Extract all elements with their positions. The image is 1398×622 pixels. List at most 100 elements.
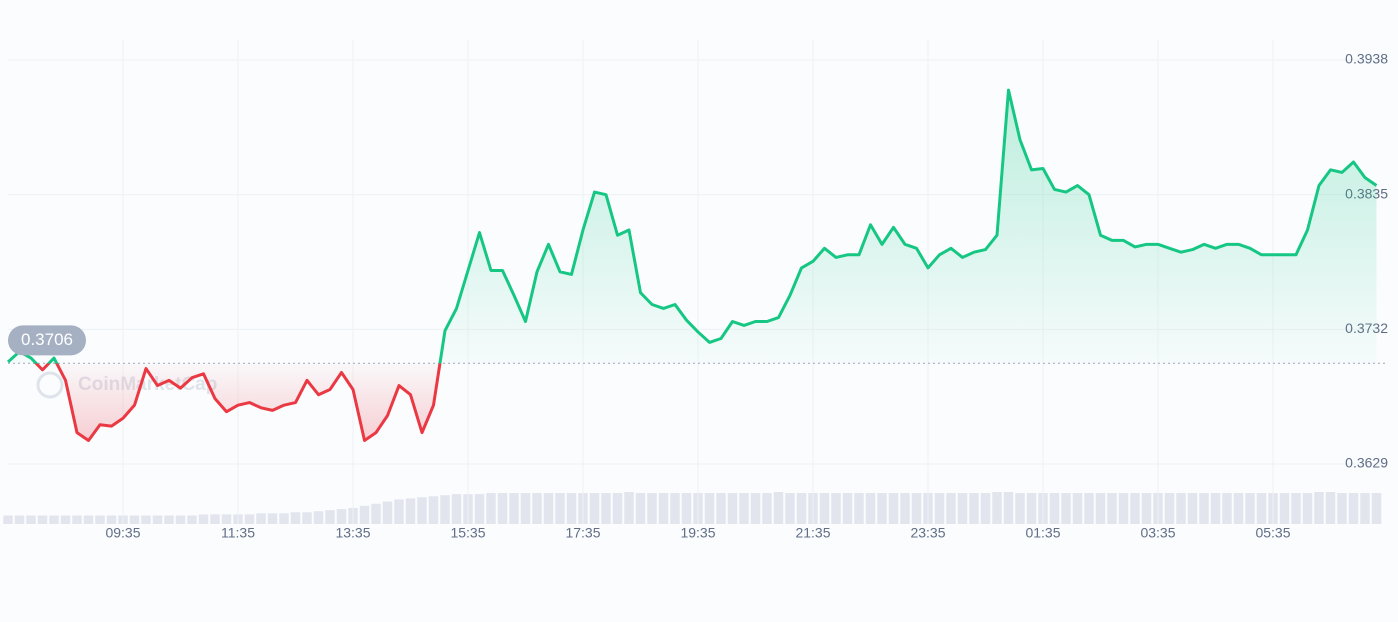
volume-bar [865,493,876,524]
volume-bar [1360,493,1370,524]
volume-bar [106,515,117,524]
volume-bar [1084,493,1094,524]
volume-bar [1130,493,1140,524]
volume-bar [946,493,956,524]
volume-bar [842,493,853,524]
volume-bar [704,493,715,524]
volume-bar [601,493,611,524]
volume-bar [831,493,841,524]
volume-bar [279,513,289,524]
volume-bar [256,513,266,524]
price-line [6,88,1378,442]
volume-bar [497,493,508,524]
volume-bar [382,501,393,524]
volume-bar [762,493,772,524]
x-tick-label: 09:35 [105,525,140,541]
volume-bar [198,514,209,524]
volume-bar [1210,493,1221,524]
volume-bar [647,493,657,524]
volume-bar [451,494,462,524]
volume-bar [1061,493,1071,524]
volume-bar [911,493,922,524]
volume-bar [1107,493,1117,524]
volume-bar [589,493,600,524]
volume-bar [1049,493,1060,524]
volume-bar [1348,493,1359,524]
volume-bar [313,511,324,524]
volume-bar [520,493,531,524]
volume-bar [14,515,25,524]
volume-bar [543,493,554,524]
volume-bar [290,512,301,524]
volume-bar [877,493,887,524]
volume-bar [210,514,220,524]
volume-bar [72,515,82,524]
volume-bar [1256,493,1267,524]
volume-bar [164,515,174,524]
volume-bar [1176,493,1186,524]
volume-bar [1302,493,1313,524]
volume-bar [1222,493,1232,524]
y-tick-label: 0.3629 [1345,455,1388,471]
volume-bar [1314,492,1324,524]
volume-bar [900,493,910,524]
volume-bar [83,515,94,524]
volume-bar [428,496,439,524]
volume-bar [980,493,991,524]
volume-bar [1291,493,1301,524]
volume-bar [934,493,945,524]
volume-bar [1233,493,1244,524]
volume-bar [417,497,427,524]
volume-bar [359,505,370,524]
volume-bar [405,498,416,524]
volume-bar [1245,493,1255,524]
volume-bar [658,493,669,524]
volume-bar [739,493,749,524]
volume-bar [888,493,899,524]
volume-bar [635,493,646,524]
volume-bar [141,515,151,524]
volume-bar [566,493,577,524]
x-tick-label: 19:35 [680,525,715,541]
volume-bar [854,493,864,524]
volume-bar [773,492,784,524]
volume-bar [187,515,197,524]
volume-bar [992,492,1002,524]
volume-bar [1325,492,1336,524]
reference-badge [8,325,86,356]
x-tick-label: 11:35 [221,525,255,541]
volume-bar [1141,493,1152,524]
volume-bar [532,493,542,524]
volume-bar [785,493,795,524]
volume-bar [95,515,105,524]
volume-bar [49,515,59,524]
volume-bar [819,493,830,524]
volume-bar [957,493,968,524]
volume-bar [750,493,761,524]
volume-bar [969,493,979,524]
volume-bar [509,493,519,524]
x-tick-label: 13:35 [335,525,370,541]
volume-bar [152,515,163,524]
volume-bar [175,515,186,524]
volume-bar [3,515,13,524]
volume-bar [1095,493,1106,524]
x-tick-label: 03:35 [1140,525,1175,541]
volume-bar [302,512,312,524]
volume-bar [26,515,36,524]
volume-bar [1015,493,1025,524]
area-up [8,90,1377,364]
watermark-logo [36,371,64,399]
volume-bar [221,514,232,524]
volume-bar [37,515,48,524]
volume-bar [681,493,692,524]
x-tick-label: 15:35 [450,525,485,541]
volume-bar [1026,493,1037,524]
volume-bar [336,509,347,524]
volume-bar [670,493,680,524]
x-tick-label: 23:35 [910,525,945,541]
volume-bar [394,499,404,524]
volume-bar [325,510,335,524]
volume-bar [555,493,565,524]
volume-bar [1337,493,1347,524]
